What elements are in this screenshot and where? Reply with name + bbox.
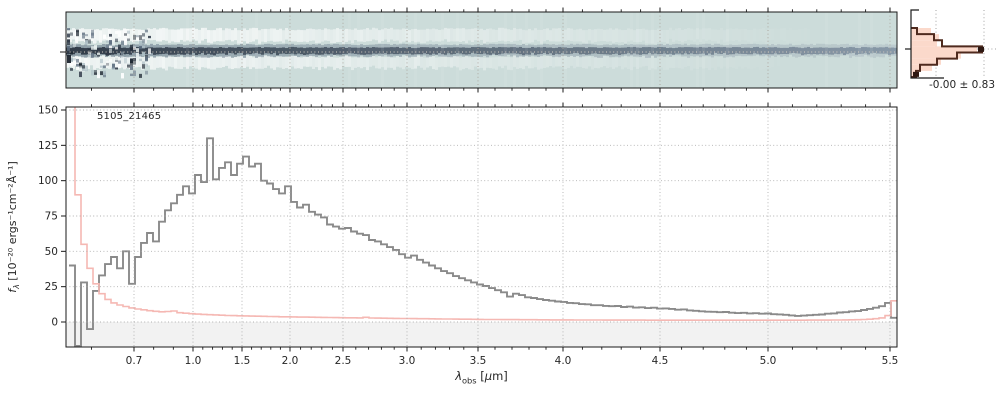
x-tick-label: 5.5 (882, 355, 899, 367)
y-tick-label: 125 (38, 140, 58, 152)
histogram-bar (911, 46, 977, 53)
x-tick-label: 3.0 (399, 355, 416, 367)
y-axis-symbol: f (6, 288, 19, 293)
2d-panel-ticks (91, 7, 891, 93)
x-tick-label: 2.0 (282, 355, 299, 367)
x-axis-unit-close: m] (492, 369, 508, 383)
y-axis-label: fλ [10⁻²⁰ ergs⁻¹cm⁻²Å⁻¹] (6, 107, 24, 347)
y-tick-label: 0 (51, 317, 58, 329)
main-1d-plot (65, 106, 898, 348)
y-tick-label: 150 (38, 105, 58, 117)
histogram-bar (911, 28, 931, 35)
y-tick-label: 100 (38, 175, 58, 187)
x-tick-label: 5.0 (760, 355, 777, 367)
x-axis-unit-open: [ (476, 369, 485, 383)
histogram-bar (911, 58, 941, 65)
histogram-outline (911, 27, 983, 78)
x-tick-label: 3.5 (470, 355, 487, 367)
histogram-bar (911, 40, 937, 47)
x-axis-label: λobs [μm] (66, 369, 897, 385)
y-tick-label: 75 (45, 211, 58, 223)
x-tick-labels: 0.7 1.0 1.5 2.0 2.5 3.0 3.5 4.0 4.5 5.0 5.5 (126, 355, 899, 367)
x-tick-label: 1.5 (234, 355, 251, 367)
histogram-bar (911, 64, 932, 71)
residual-histogram-panel (905, 9, 997, 79)
flux-spectrum-line (69, 137, 897, 347)
x-tick-label: 2.5 (335, 355, 352, 367)
histogram-bar (911, 52, 961, 59)
x-axis-symbol: λ (455, 369, 462, 383)
x-tick-label: 0.7 (126, 355, 143, 367)
x-tick-label: 4.0 (555, 355, 572, 367)
2d-spectrum-panel (60, 11, 898, 89)
uncertainty-line (74, 107, 897, 321)
y-tick-label: 50 (45, 246, 58, 258)
x-tick-label: 1.0 (185, 355, 202, 367)
x-tick-label: 4.5 (652, 355, 669, 367)
y-axis-subscript: λ (12, 284, 22, 289)
y-axis-unit: [10⁻²⁰ ergs⁻¹cm⁻²Å⁻¹] (6, 161, 19, 285)
main-grid (66, 107, 897, 347)
y-tick-label: 25 (45, 281, 58, 293)
main-plot-ticks (61, 102, 891, 352)
x-axis-unit-mu: μ (484, 369, 493, 383)
x-axis-subscript: obs (462, 375, 477, 386)
y-tick-labels: 0 25 50 75 100 125 150 (38, 105, 58, 329)
source-id-label: 5105_21465 (97, 111, 162, 122)
histogram-stats-annotation: -0.00 ± 0.83 (929, 79, 996, 91)
histogram-bar (911, 34, 939, 41)
below-zero-band (66, 322, 897, 347)
